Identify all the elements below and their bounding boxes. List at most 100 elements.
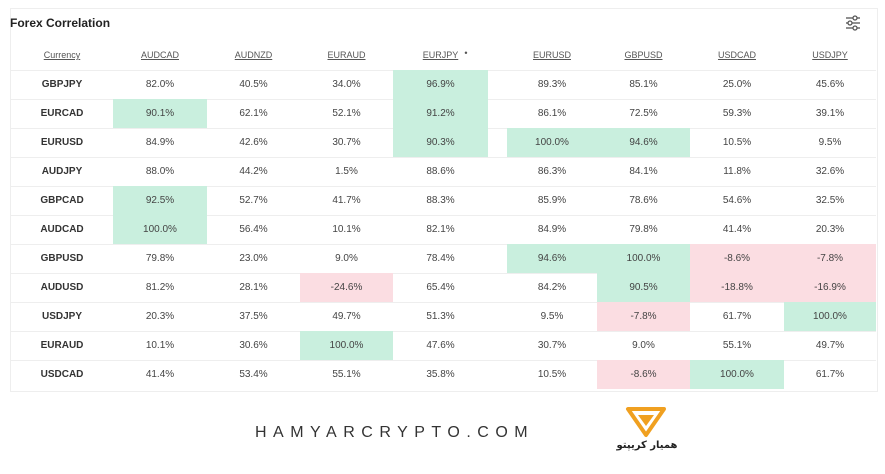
correlation-cell: 10.1% [332, 224, 361, 235]
correlation-cell: 86.1% [537, 108, 567, 119]
column-header[interactable]: USDJPY [812, 50, 848, 60]
correlation-cell: 52.7% [239, 195, 268, 206]
column-header[interactable]: EURUSD [532, 50, 571, 60]
correlation-cell: 1.5% [335, 166, 358, 177]
row-separator [11, 186, 876, 187]
correlation-cell: 41.7% [332, 195, 361, 206]
settings-icon[interactable] [843, 14, 863, 32]
site-name: HAMYARCRYPTO.COM [255, 424, 535, 441]
correlation-cell: -8.6% [690, 244, 784, 273]
correlation-cell: 55.1% [722, 340, 752, 351]
correlation-cell: 65.4% [426, 282, 455, 293]
row-label: AUDUSD [40, 282, 84, 293]
correlation-cell: 11.8% [723, 166, 751, 177]
correlation-cell: 56.4% [239, 224, 268, 235]
correlation-cell: 30.6% [239, 340, 268, 351]
sort-indicator: • [464, 48, 468, 58]
correlation-cell: 35.8% [426, 369, 455, 380]
correlation-cell: 94.6% [597, 128, 690, 157]
correlation-cell: 47.6% [426, 340, 455, 351]
correlation-cell: 9.5% [540, 311, 564, 322]
column-header[interactable]: AUDNZD [234, 50, 273, 60]
correlation-cell: 9.5% [818, 137, 842, 148]
correlation-cell: 85.9% [537, 195, 567, 206]
row-label: AUDCAD [40, 224, 84, 235]
column-header[interactable]: USDCAD [717, 50, 756, 60]
correlation-cell: 51.3% [426, 311, 455, 322]
correlation-cell: 79.8% [629, 224, 658, 235]
row-label: GBPJPY [41, 79, 83, 90]
row-label: USDJPY [41, 311, 82, 322]
correlation-cell: 79.8% [145, 253, 175, 264]
correlation-cell: 84.9% [537, 224, 567, 235]
correlation-cell: 100.0% [690, 360, 784, 389]
correlation-cell: -16.9% [784, 273, 876, 302]
correlation-cell: 86.3% [537, 166, 567, 177]
column-header[interactable]: EURJPY [422, 50, 459, 60]
correlation-cell: 10.5% [537, 369, 567, 380]
correlation-cell: 20.3% [145, 311, 175, 322]
widget-title: Forex Correlation [10, 16, 111, 30]
row-label: EURAUD [40, 340, 84, 351]
row-separator [11, 360, 876, 361]
correlation-cell: 78.4% [426, 253, 455, 264]
row-label: GBPUSD [40, 253, 84, 264]
correlation-cell: 30.7% [332, 137, 361, 148]
correlation-cell: 49.7% [815, 340, 845, 351]
row-separator [11, 215, 876, 216]
correlation-cell: -7.8% [597, 302, 690, 331]
correlation-cell: 40.5% [239, 79, 268, 90]
correlation-cell: -24.6% [300, 273, 393, 302]
correlation-cell: 28.1% [239, 282, 268, 293]
correlation-cell: 90.1% [113, 99, 207, 128]
correlation-cell: 82.1% [426, 224, 455, 235]
correlation-cell: 100.0% [784, 302, 876, 331]
correlation-cell: 96.9% [393, 70, 488, 99]
correlation-cell: 23.0% [239, 253, 268, 264]
row-label: EURCAD [40, 108, 84, 119]
correlation-cell: 88.3% [426, 195, 455, 206]
row-separator [11, 157, 876, 158]
correlation-cell: 72.5% [629, 108, 658, 119]
correlation-cell: 41.4% [145, 369, 175, 380]
correlation-cell: 10.1% [145, 340, 175, 351]
correlation-cell: -18.8% [690, 273, 784, 302]
correlation-cell: 37.5% [239, 311, 268, 322]
correlation-cell: 10.5% [722, 137, 752, 148]
row-separator [11, 302, 876, 303]
row-label: EURUSD [40, 137, 84, 148]
correlation-cell: 89.3% [537, 79, 567, 90]
row-separator [11, 273, 876, 274]
column-header[interactable]: EURAUD [327, 50, 366, 60]
correlation-cell: 44.2% [239, 166, 268, 177]
correlation-cell: 82.0% [145, 79, 175, 90]
correlation-cell: 100.0% [113, 215, 207, 244]
correlation-cell: 32.6% [815, 166, 845, 177]
correlation-cell: 32.5% [815, 195, 845, 206]
correlation-cell: 84.2% [537, 282, 567, 293]
correlation-cell: 42.6% [239, 137, 268, 148]
correlation-cell: 25.0% [722, 79, 752, 90]
correlation-cell: 53.4% [239, 369, 268, 380]
row-separator [11, 244, 876, 245]
row-label: AUDJPY [41, 166, 83, 177]
correlation-cell: 94.6% [507, 244, 597, 273]
correlation-cell: 90.3% [393, 128, 488, 157]
column-header[interactable]: GBPUSD [624, 50, 663, 60]
column-header[interactable]: AUDCAD [140, 50, 179, 60]
column-header[interactable]: Currency [43, 50, 81, 60]
logo-text: همیار کریپتو [616, 440, 678, 451]
correlation-cell: 81.2% [145, 282, 175, 293]
correlation-cell: 84.9% [145, 137, 175, 148]
correlation-cell: 100.0% [597, 244, 690, 273]
correlation-cell: 61.7% [722, 311, 752, 322]
correlation-cell: 45.6% [815, 79, 845, 90]
correlation-cell: 49.7% [332, 311, 361, 322]
row-separator [11, 331, 876, 332]
correlation-cell: 52.1% [332, 108, 361, 119]
correlation-cell: 41.4% [722, 224, 752, 235]
correlation-cell: 61.7% [815, 369, 845, 380]
correlation-cell: -7.8% [784, 244, 876, 273]
correlation-cell: 9.0% [335, 253, 358, 264]
